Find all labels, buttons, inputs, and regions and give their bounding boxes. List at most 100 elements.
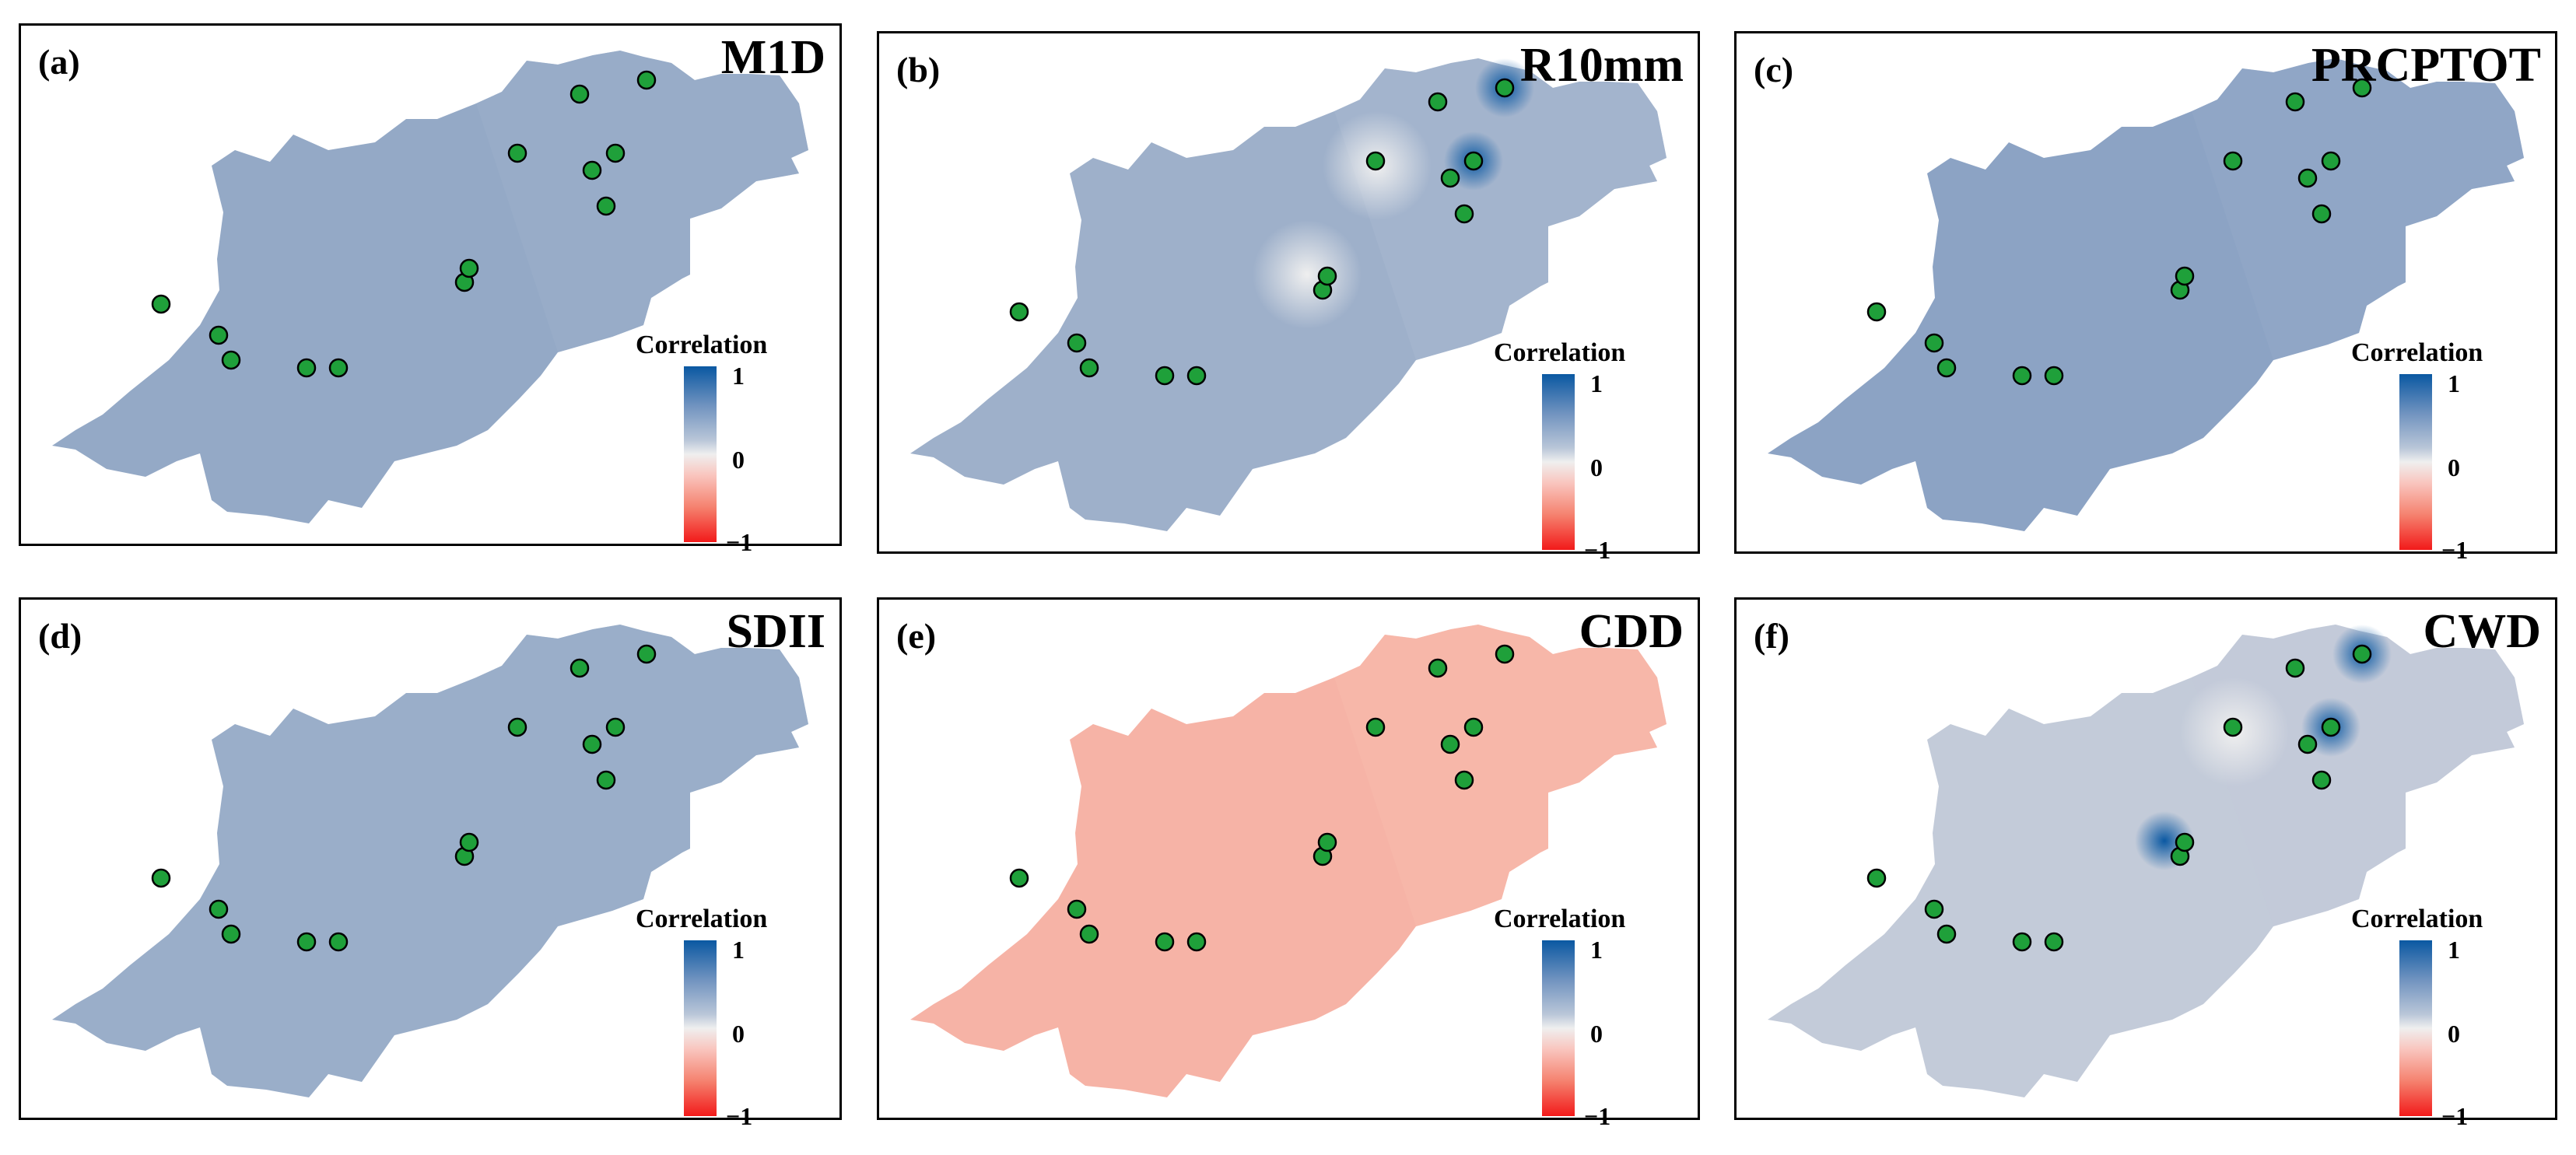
station-marker <box>582 160 602 180</box>
station-marker <box>2311 204 2332 224</box>
tick-negative-one: −1 <box>2441 536 2469 564</box>
panel-label-f: (f) <box>1754 616 1789 656</box>
tick-negative-one: −1 <box>726 528 753 556</box>
tick-positive-one: 1 <box>2448 936 2460 964</box>
panel-title-f: CWD <box>2423 605 2541 658</box>
station-marker <box>636 644 657 664</box>
legend-e: Correlation 1 0 −1 <box>1494 905 1649 1130</box>
legend-c: Correlation 1 0 −1 <box>2351 338 2507 564</box>
station-marker <box>2044 932 2064 952</box>
station-marker <box>1463 151 1484 171</box>
station-marker <box>151 868 171 888</box>
station-marker <box>1936 924 1957 944</box>
map-a <box>52 51 808 523</box>
station-marker <box>582 734 602 754</box>
station-marker <box>2285 92 2305 112</box>
station-marker <box>2012 366 2032 386</box>
station-marker <box>1428 658 1448 678</box>
station-marker <box>221 924 241 944</box>
station-marker <box>2223 717 2243 737</box>
stations-b <box>1009 78 1515 386</box>
station-marker <box>296 358 317 378</box>
station-marker <box>570 658 590 678</box>
legend-title: Correlation <box>2351 338 2483 367</box>
tick-positive-one: 1 <box>1590 369 1603 397</box>
panel-e: (e) CDD Correlation 1 0 −1 <box>877 597 1700 1130</box>
panel-label-d: (d) <box>38 616 82 656</box>
station-marker <box>1495 644 1515 664</box>
panel-label-c: (c) <box>1754 50 1794 89</box>
tick-negative-one: −1 <box>1584 1102 1611 1130</box>
station-marker <box>2297 168 2318 188</box>
panel-title-d: SDII <box>726 605 825 658</box>
station-marker <box>1067 333 1087 353</box>
map-c <box>1768 58 2524 531</box>
legend-title: Correlation <box>636 331 768 359</box>
station-marker <box>1440 734 1460 754</box>
station-marker <box>1317 266 1337 286</box>
station-marker <box>1155 932 1175 952</box>
station-marker <box>221 350 241 370</box>
station-marker <box>459 258 479 278</box>
station-marker <box>1365 717 1386 737</box>
station-marker <box>1428 92 1448 112</box>
station-marker <box>1924 333 1944 353</box>
station-marker <box>596 770 616 790</box>
colorbar <box>684 366 717 542</box>
station-marker <box>1866 868 1887 888</box>
panel-label-b: (b) <box>896 50 941 89</box>
tick-zero: 0 <box>2448 453 2460 481</box>
colorbar <box>2399 374 2432 550</box>
station-marker <box>1454 770 1474 790</box>
region-east-a <box>476 51 808 352</box>
station-marker <box>507 717 527 737</box>
tick-positive-one: 1 <box>732 936 745 964</box>
station-marker <box>1186 932 1207 952</box>
tick-zero: 0 <box>1590 1020 1603 1048</box>
panel-d: (d) SDII Correlation 1 0 −1 <box>19 597 842 1130</box>
station-marker <box>2311 770 2332 790</box>
station-marker <box>2321 717 2341 737</box>
station-marker <box>605 717 626 737</box>
legend-f: Correlation 1 0 −1 <box>2351 905 2507 1130</box>
station-marker <box>2012 932 2032 952</box>
tick-zero: 0 <box>2448 1020 2460 1048</box>
station-marker <box>2223 151 2243 171</box>
region-east-c <box>2192 58 2524 360</box>
tick-zero: 0 <box>1590 453 1603 481</box>
legend-title: Correlation <box>1494 905 1626 933</box>
station-marker <box>2044 366 2064 386</box>
station-marker <box>328 932 349 952</box>
station-marker <box>1009 302 1029 322</box>
station-marker <box>2297 734 2318 754</box>
station-marker <box>1463 717 1484 737</box>
colorbar <box>2399 940 2432 1116</box>
station-marker <box>570 84 590 104</box>
tick-negative-one: −1 <box>1584 536 1611 564</box>
panel-c: (c) PRCPTOT Correlation 1 0 −1 <box>1734 31 2557 564</box>
legend-d: Correlation 1 0 −1 <box>636 905 791 1130</box>
legend-title: Correlation <box>636 905 768 933</box>
tick-positive-one: 1 <box>1590 936 1603 964</box>
station-marker <box>1067 899 1087 919</box>
station-marker <box>636 70 657 90</box>
stations-f <box>1866 644 2372 952</box>
stations-c <box>1866 78 2372 386</box>
station-marker <box>2352 78 2372 98</box>
tick-zero: 0 <box>732 446 745 474</box>
station-marker <box>2175 832 2195 852</box>
panel-a: (a) M1D Correlation 1 0 −1 <box>19 23 842 556</box>
station-marker <box>1495 78 1515 98</box>
tick-negative-one: −1 <box>726 1102 753 1130</box>
legend-b: Correlation 1 0 −1 <box>1494 338 1649 564</box>
station-marker <box>1454 204 1474 224</box>
station-marker <box>605 143 626 163</box>
map-b <box>910 58 1667 531</box>
legend-title: Correlation <box>2351 905 2483 933</box>
colorbar <box>684 940 717 1116</box>
station-marker <box>209 899 229 919</box>
correlation-hotspot <box>1253 220 1362 329</box>
region-east-e <box>1334 625 1667 926</box>
station-marker <box>1317 832 1337 852</box>
station-marker <box>1924 899 1944 919</box>
